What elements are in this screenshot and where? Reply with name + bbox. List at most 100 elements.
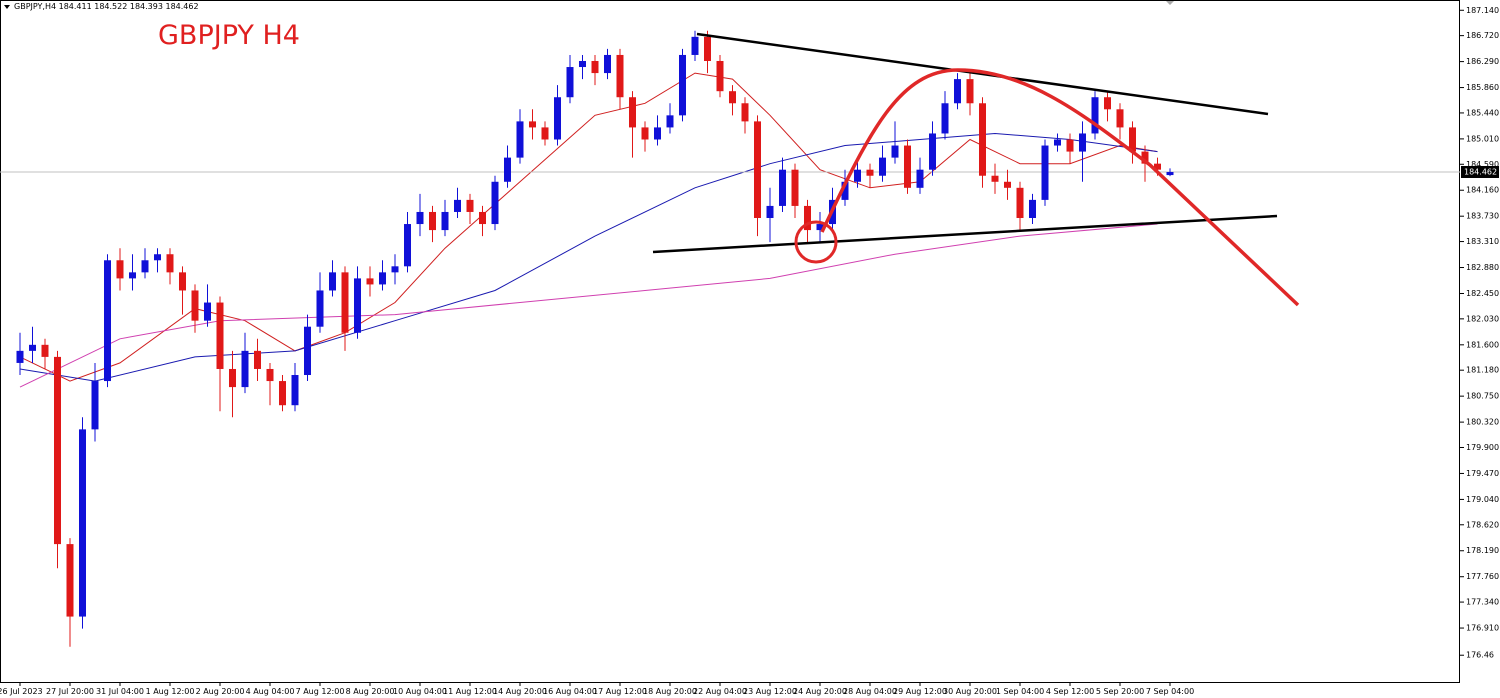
candle-body	[529, 121, 536, 128]
candle-body	[1066, 139, 1074, 152]
x-tick-label: 30 Aug 20:00	[943, 687, 997, 696]
x-tick-label: 2 Aug 20:00	[196, 687, 245, 696]
candle-body	[354, 278, 361, 333]
candle-body	[1079, 133, 1086, 152]
candle-body	[991, 175, 999, 182]
candle-body	[191, 290, 199, 321]
x-tick-label: 14 Aug 20:00	[493, 687, 547, 696]
y-tick-label: 186.720	[1466, 31, 1499, 40]
candle-body	[216, 302, 224, 369]
y-tick-label: 185.010	[1466, 134, 1499, 143]
candle-body	[604, 54, 611, 74]
candle-body	[91, 381, 99, 430]
candle-body	[804, 205, 811, 231]
candle-body	[691, 36, 699, 55]
y-tick-label: 184.590	[1466, 160, 1499, 169]
candle-body	[179, 272, 186, 291]
current-price-label: 184.462	[1464, 167, 1497, 176]
candle-body	[1041, 145, 1049, 200]
candle-body	[116, 260, 124, 279]
y-tick-label: 177.340	[1466, 598, 1499, 607]
candle-body	[579, 60, 586, 68]
x-tick-label: 1 Sep 04:00	[996, 687, 1044, 696]
candle-body	[504, 157, 511, 182]
x-tick-label: 17 Aug 12:00	[593, 687, 647, 696]
candle-body	[654, 127, 661, 140]
candle-body	[491, 181, 499, 225]
plot-area	[0, 30, 1460, 647]
candle-body	[379, 272, 386, 285]
x-tick-label: 11 Aug 12:00	[443, 687, 497, 696]
current-price-box	[1461, 165, 1499, 178]
candle-body	[366, 278, 374, 285]
y-tick-label: 180.750	[1466, 392, 1499, 401]
y-tick-label: 183.730	[1466, 212, 1499, 221]
y-tick-label: 184.160	[1466, 186, 1499, 195]
candle-body	[879, 157, 886, 176]
candle-body	[954, 79, 961, 104]
x-tick-label: 28 Aug 04:00	[843, 687, 897, 696]
candle-body	[1104, 97, 1111, 110]
candle-body	[516, 121, 524, 158]
candle-body	[154, 254, 161, 261]
candle-body	[1154, 163, 1161, 170]
candle-body	[704, 36, 711, 61]
y-tick-label: 185.440	[1466, 108, 1499, 117]
y-tick-label: 185.860	[1466, 83, 1499, 92]
y-tick-label: 182.880	[1466, 263, 1499, 272]
candle-body	[54, 356, 61, 545]
candle-body	[841, 181, 849, 200]
menu-arrow	[4, 5, 10, 9]
y-tick-label: 176.46	[1466, 651, 1494, 660]
candle-body	[791, 169, 799, 206]
y-tick-label: 187.140	[1466, 6, 1499, 15]
candle-body	[966, 79, 974, 104]
candle-body	[1029, 199, 1036, 219]
candle-body	[629, 97, 636, 128]
x-tick-label: 4 Sep 12:00	[1046, 687, 1094, 696]
moving-average	[19, 72, 1158, 382]
candle-body	[29, 344, 36, 351]
y-tick-label: 181.600	[1466, 340, 1499, 349]
y-tick-label: 179.900	[1466, 443, 1499, 452]
candle-body	[404, 224, 411, 267]
x-tick-label: 8 Aug 20:00	[346, 687, 395, 696]
candle-body	[429, 211, 436, 231]
y-tick-label: 181.180	[1466, 366, 1499, 375]
candle-body	[741, 103, 749, 122]
annotations	[652, 32, 1300, 307]
y-tick-label: 179.470	[1466, 469, 1499, 478]
candle-body	[541, 127, 549, 140]
candle-body	[104, 260, 111, 382]
candle-body	[1116, 109, 1124, 128]
candle-body	[866, 169, 874, 176]
candle-body	[316, 290, 324, 327]
y-tick-label: 177.760	[1466, 572, 1499, 581]
candle-body	[979, 103, 986, 176]
y-tick-label: 182.450	[1466, 289, 1499, 298]
chart-title: GBPJPY H4	[158, 20, 300, 51]
candle-body	[166, 254, 174, 273]
y-tick-label: 183.310	[1466, 237, 1499, 246]
candle-body	[441, 211, 449, 231]
candle-body	[66, 544, 74, 617]
candle-body	[1054, 139, 1061, 146]
y-tick-label: 179.040	[1466, 495, 1499, 504]
upper-trendline	[696, 32, 1269, 116]
candle-body	[1141, 151, 1149, 164]
x-tick-label: 22 Aug 04:00	[693, 687, 747, 696]
candle-body	[141, 260, 149, 273]
candle-body	[729, 91, 736, 104]
x-tick-label: 7 Aug 12:00	[296, 687, 345, 696]
x-tick-label: 31 Jul 04:00	[96, 687, 144, 696]
candle-body	[766, 205, 774, 219]
candle-body	[1004, 181, 1011, 188]
bottom-circle	[794, 220, 838, 264]
candle-body	[454, 199, 461, 212]
candle-body	[616, 54, 624, 98]
x-tick-label: 5 Sep 20:00	[1096, 687, 1144, 696]
candle-body	[266, 368, 274, 382]
x-tick-label: 29 Aug 12:00	[893, 687, 947, 696]
